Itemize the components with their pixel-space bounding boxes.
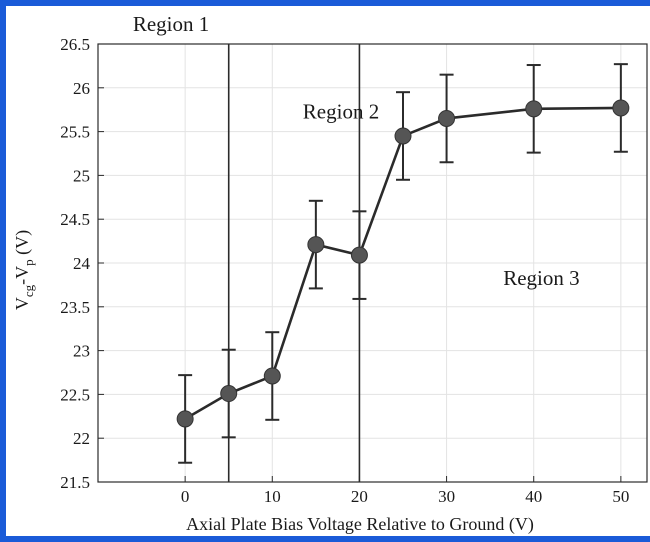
y-tick-label: 24 xyxy=(73,254,91,273)
data-point xyxy=(525,100,543,118)
y-label-sub-p: p xyxy=(21,259,36,266)
y-axis-label: Vcg-Vp (V) xyxy=(12,230,36,310)
x-tick-label: 20 xyxy=(351,487,368,506)
y-label-v1: V xyxy=(12,297,32,310)
x-axis-label: Axial Plate Bias Voltage Relative to Gro… xyxy=(186,514,534,535)
y-axis-ticks: 21.5 22 22.5 23 23.5 24 24.5 25 25.5 26 26.5 xyxy=(60,35,104,492)
data-point xyxy=(438,109,456,127)
y-tick-label: 26 xyxy=(73,79,90,98)
y-tick-label: 22 xyxy=(73,429,90,448)
data-point xyxy=(394,127,412,145)
y-label-sub-cg: cg xyxy=(21,284,36,297)
x-tick-label: 30 xyxy=(438,487,455,506)
data-point xyxy=(350,246,368,264)
data-point xyxy=(176,410,194,428)
x-tick-label: 0 xyxy=(181,487,190,506)
x-tick-label: 10 xyxy=(264,487,281,506)
y-tick-label: 25 xyxy=(73,166,90,185)
region-label: Region 2 xyxy=(303,99,379,123)
x-tick-label: 40 xyxy=(525,487,542,506)
data-point xyxy=(307,236,325,254)
y-label-minus-v: -V xyxy=(12,266,32,285)
y-tick-label: 23 xyxy=(73,342,90,361)
data-series xyxy=(176,63,630,464)
y-tick-label: 24.5 xyxy=(60,210,90,229)
y-tick-label: 23.5 xyxy=(60,298,90,317)
region-label: Region 3 xyxy=(503,266,579,290)
data-point xyxy=(263,367,281,385)
x-axis-ticks: 0 10 20 30 40 50 xyxy=(181,476,629,506)
data-point xyxy=(612,99,630,117)
data-point xyxy=(220,385,238,403)
y-tick-label: 26.5 xyxy=(60,35,90,54)
y-label-unit: (V) xyxy=(12,230,33,260)
y-tick-label: 22.5 xyxy=(60,385,90,404)
region-annotations: Region 1 Region 2 Region 3 xyxy=(133,12,580,290)
y-tick-label: 21.5 xyxy=(60,473,90,492)
region-label: Region 1 xyxy=(133,12,209,36)
y-tick-label: 25.5 xyxy=(60,123,90,142)
x-tick-label: 50 xyxy=(612,487,629,506)
